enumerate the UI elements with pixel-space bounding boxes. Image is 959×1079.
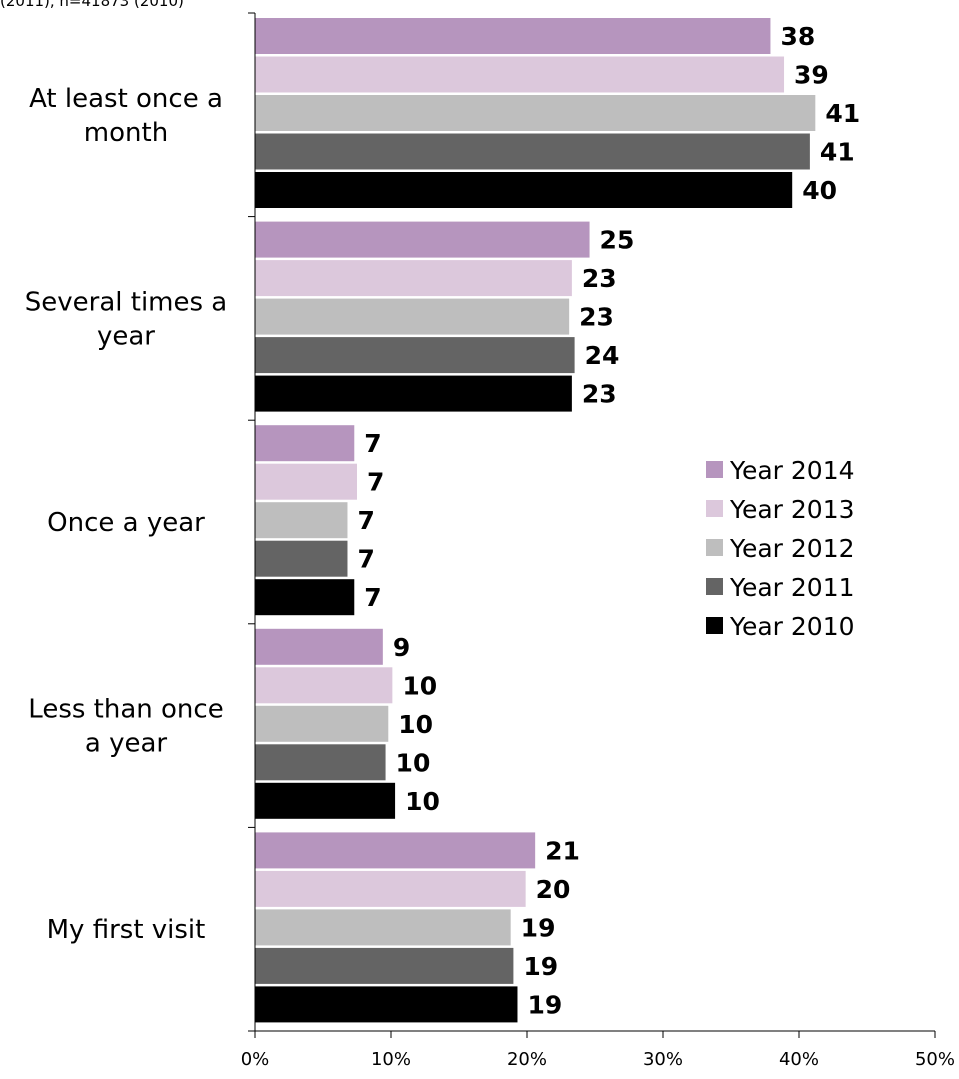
data-label: 19 (521, 913, 556, 942)
bar (255, 502, 348, 539)
x-tick-label: 10% (371, 1049, 411, 1070)
legend-swatch (706, 539, 723, 556)
x-tick-label: 30% (643, 1049, 683, 1070)
bar (255, 909, 511, 946)
bar (255, 298, 570, 335)
legend-swatch (706, 617, 723, 634)
data-label: 21 (545, 836, 580, 865)
bar (255, 172, 793, 208)
category-label: My first visit (47, 915, 206, 945)
category-label: month (84, 118, 168, 148)
legend-label: Year 2011 (729, 573, 855, 602)
bar (255, 56, 785, 93)
data-label: 10 (405, 787, 440, 816)
data-label: 23 (582, 264, 617, 293)
bar (255, 782, 396, 819)
axes-group: 0% 10% 20% 30% 40% 50% (241, 12, 955, 1070)
category-label: At least once a (29, 84, 223, 114)
category-label: Several times a (25, 287, 227, 317)
x-tick-label: 0% (241, 1049, 270, 1070)
bar (255, 337, 575, 374)
legend-label: Year 2013 (729, 495, 855, 524)
category-labels-group: At least once a month Several times a year O… (25, 84, 227, 945)
data-label: 24 (585, 341, 620, 370)
bar (255, 832, 536, 869)
legend-swatch (706, 461, 723, 478)
data-label: 7 (367, 468, 384, 497)
data-label: 23 (579, 303, 614, 332)
category-label: a year (85, 729, 168, 759)
data-label: 41 (825, 99, 860, 128)
x-tick-label: 40% (779, 1049, 819, 1070)
bar (255, 870, 526, 907)
category-label: year (97, 321, 155, 351)
bar (255, 18, 771, 54)
data-label: 38 (780, 22, 815, 51)
data-label: 39 (794, 61, 829, 90)
bar (255, 260, 572, 297)
bar (255, 133, 810, 170)
category-label: Less than once (28, 695, 223, 725)
bar (255, 744, 386, 781)
bar (255, 463, 357, 500)
category-label: Once a year (47, 508, 205, 538)
legend-swatch (706, 500, 723, 517)
bar (255, 425, 355, 462)
data-label: 7 (357, 506, 374, 535)
data-label: 23 (582, 380, 617, 409)
bar (255, 667, 393, 704)
bar (255, 375, 572, 412)
bar (255, 95, 816, 131)
data-label: 7 (357, 545, 374, 574)
legend-label: Year 2012 (729, 534, 855, 563)
data-label: 10 (402, 671, 437, 700)
data-label: 9 (393, 633, 410, 662)
data-label: 7 (364, 429, 381, 458)
data-label: 25 (600, 226, 635, 255)
data-label: 7 (364, 583, 381, 612)
data-label: 40 (802, 176, 837, 205)
chart-note: (2011), n=41873 (2010) (0, 0, 184, 10)
legend-label: Year 2014 (729, 456, 855, 485)
bar (255, 221, 590, 258)
data-label: 10 (398, 710, 433, 739)
bar (255, 947, 514, 984)
bars-group (255, 18, 816, 1023)
legend-swatch (706, 578, 723, 595)
x-tick-label: 20% (507, 1049, 547, 1070)
x-tick-label: 50% (915, 1049, 955, 1070)
bar (255, 986, 518, 1023)
data-label: 19 (527, 990, 562, 1019)
bar (255, 628, 383, 665)
legend: Year 2014 Year 2013 Year 2012 Year 2011 Year… (706, 456, 855, 641)
data-label: 10 (396, 748, 431, 777)
value-labels-group: 3839414140252323242377777910101010212019… (357, 22, 860, 1019)
data-label: 41 (820, 138, 855, 167)
data-label: 19 (523, 952, 558, 981)
bar (255, 540, 348, 577)
bar (255, 705, 389, 742)
data-label: 20 (536, 875, 571, 904)
bar (255, 579, 355, 616)
legend-label: Year 2010 (729, 612, 855, 641)
